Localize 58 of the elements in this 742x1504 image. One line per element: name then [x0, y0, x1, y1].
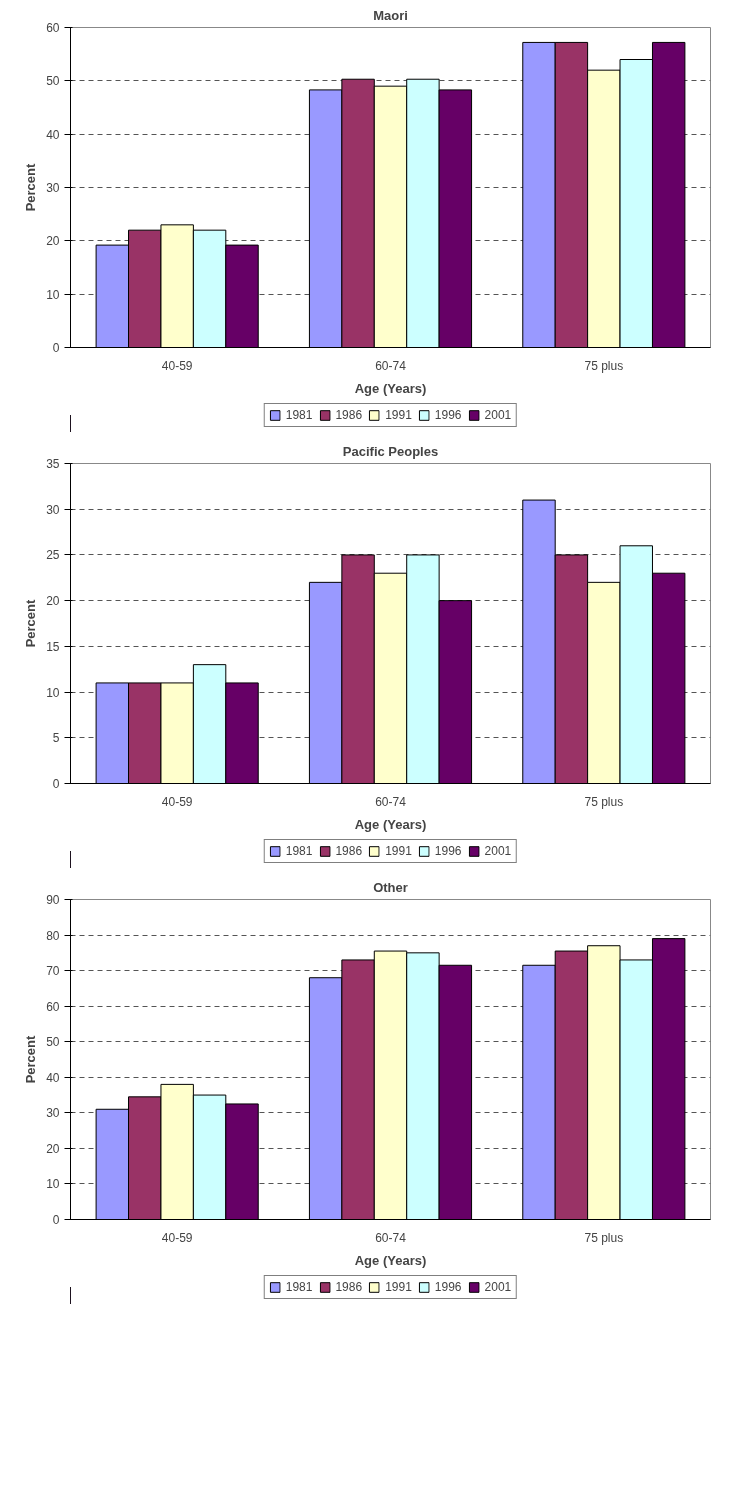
y-tick-label: 25: [46, 548, 60, 563]
x-axis-title: Age (Years): [354, 816, 427, 832]
legend-label: 1981: [285, 408, 313, 422]
y-tick-label: 90: [46, 893, 60, 907]
y-tick-label: 40: [46, 127, 60, 142]
x-tick-label: 60-74: [375, 794, 407, 809]
chart-title: Other: [373, 879, 408, 895]
y-tick-label: 10: [46, 287, 60, 302]
x-axis-title: Age (Years): [354, 1252, 427, 1268]
y-tick-label: 30: [46, 502, 60, 517]
legend-label: 2001: [484, 408, 512, 422]
y-tick-label: 20: [46, 1141, 60, 1156]
legend-label: 1991: [385, 1280, 412, 1294]
x-tick-label: 60-74: [375, 1230, 407, 1245]
y-tick-label: 30: [46, 181, 60, 195]
legend-label: 1991: [385, 844, 412, 858]
x-tick-label: 75 plus: [584, 358, 624, 373]
legend-label: 1986: [335, 1280, 363, 1294]
y-tick-label: 40: [46, 1070, 60, 1085]
y-tick-label: 50: [46, 1035, 60, 1050]
legend-label: 1996: [434, 1280, 462, 1294]
chart-title: Maori: [373, 7, 408, 23]
legend-label: 1991: [385, 408, 412, 422]
y-tick-label: 80: [46, 928, 60, 943]
y-tick-label: 0: [52, 777, 60, 791]
legend-label: 1981: [285, 1280, 313, 1294]
legend-label: 1986: [335, 844, 363, 858]
legend-label: 2001: [484, 844, 512, 858]
legend-label: 1996: [434, 408, 462, 422]
x-tick-label: 40-59: [161, 1230, 193, 1245]
y-tick-label: 15: [46, 639, 60, 654]
y-tick-label: 10: [46, 685, 60, 700]
y-tick-label: 60: [46, 21, 60, 35]
legend-label: 1981: [285, 844, 313, 858]
y-tick-label: 20: [46, 594, 60, 609]
legend-label: 1986: [335, 408, 363, 422]
x-tick-label: 60-74: [375, 358, 407, 373]
y-tick-label: 5: [52, 731, 60, 746]
legend-label: 1996: [434, 844, 462, 858]
chart-title: Pacific Peoples: [342, 443, 439, 459]
y-tick-label: 10: [46, 1177, 60, 1192]
x-tick-label: 40-59: [161, 358, 193, 373]
y-axis-title: Percent: [23, 1034, 39, 1084]
legend-label: 2001: [484, 1280, 512, 1294]
x-tick-label: 40-59: [161, 794, 193, 809]
y-tick-label: 70: [46, 964, 60, 979]
y-tick-label: 0: [52, 1213, 60, 1227]
y-tick-label: 60: [46, 999, 60, 1014]
y-tick-label: 0: [52, 341, 60, 355]
x-tick-label: 75 plus: [584, 1230, 624, 1245]
y-tick-label: 20: [46, 234, 60, 249]
y-tick-label: 30: [46, 1106, 60, 1121]
y-axis-title: Percent: [23, 598, 39, 648]
y-tick-label: 50: [46, 74, 60, 89]
x-axis-title: Age (Years): [354, 380, 427, 396]
x-tick-label: 75 plus: [584, 794, 624, 809]
y-tick-label: 35: [46, 457, 60, 471]
y-axis-title: Percent: [23, 162, 39, 212]
